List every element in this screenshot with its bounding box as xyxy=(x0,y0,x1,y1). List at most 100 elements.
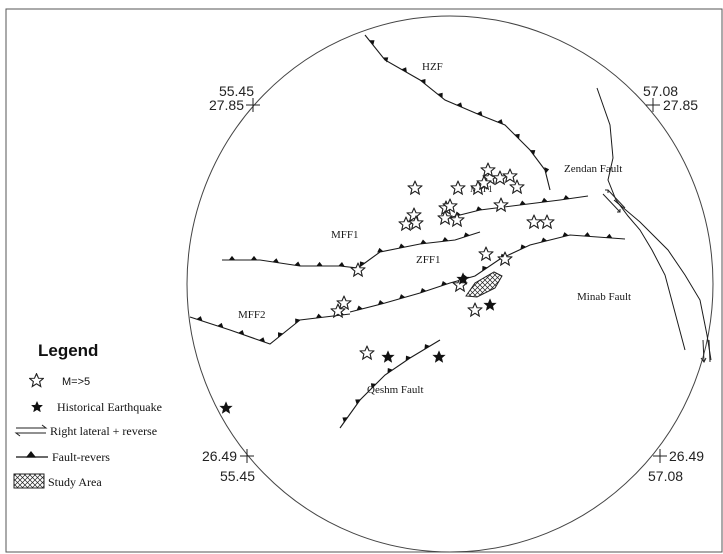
coord-cross-bottom-left xyxy=(240,449,254,463)
fault-tooth xyxy=(544,167,550,174)
coord-top-right-lon: 57.08 xyxy=(643,83,678,99)
coord-top-right-lat: 27.85 xyxy=(663,97,698,113)
fault-tooth xyxy=(530,150,536,156)
fault-tooth xyxy=(196,316,203,322)
fault-tooth xyxy=(456,102,463,108)
earthquake-markers xyxy=(219,162,555,414)
label-mff2: MFF2 xyxy=(238,309,266,321)
fault-tooth xyxy=(250,255,258,260)
label-zff1: ZFF1 xyxy=(416,254,440,266)
fault-tooth xyxy=(338,262,345,267)
fault-tooth xyxy=(370,383,377,389)
right-lateral-arrow-minab xyxy=(700,339,711,363)
legend-open-star-icon xyxy=(29,373,44,388)
fault-tooth xyxy=(359,261,365,267)
earthquake-m5-star xyxy=(450,180,466,195)
map-frame xyxy=(5,8,723,553)
earthquake-m5-star xyxy=(509,179,525,194)
fault-tooth xyxy=(476,111,483,117)
legend-label-right-lateral: Right lateral + reverse xyxy=(50,424,157,438)
coord-bottom-left-lon: 55.45 xyxy=(220,468,255,484)
label-minab-fault: Minab Fault xyxy=(577,291,631,303)
earthquake-m5-star xyxy=(480,162,496,177)
coord-bottom-right-lat: 26.49 xyxy=(669,448,704,464)
fault-tooth xyxy=(387,368,393,374)
fault-tooth xyxy=(420,287,427,293)
earthquake-m5-star xyxy=(406,207,422,222)
fault-tooth xyxy=(295,318,301,324)
coord-cross-top-right xyxy=(646,98,660,112)
fault-tooth xyxy=(405,355,411,361)
earthquake-m5-star xyxy=(407,180,423,195)
fault-tooth xyxy=(437,92,443,99)
fault-zff1 xyxy=(349,234,626,313)
fault-tooth xyxy=(420,239,427,244)
historical-earthquake-star xyxy=(432,350,446,363)
fault-tooth xyxy=(442,236,449,242)
coord-bottom-right-lon: 57.08 xyxy=(648,468,683,484)
fault-tooth xyxy=(238,330,245,336)
earthquake-m5-star xyxy=(478,246,494,261)
fault-tooth xyxy=(315,313,323,319)
earthquake-m5-star xyxy=(502,168,518,183)
legend-hatched-box-icon xyxy=(13,473,45,489)
legend-right-lateral-icon xyxy=(14,424,48,437)
study-circle xyxy=(186,15,714,553)
fault-qeshm xyxy=(339,339,441,429)
earthquake-m5-star xyxy=(539,214,555,229)
label-qeshm-fault: Qeshm Fault xyxy=(367,384,424,396)
fault-tooth xyxy=(272,258,279,263)
fault-tooth xyxy=(342,417,348,423)
fault-tooth xyxy=(519,200,526,206)
fault-tooth xyxy=(562,232,569,237)
legend-label-historical: Historical Earthquake xyxy=(57,400,162,414)
fault-tooth xyxy=(520,244,527,250)
legend-label-fault-revers: Fault-revers xyxy=(52,450,110,464)
fault-tooth xyxy=(377,247,384,253)
fault-tooth xyxy=(294,261,301,267)
study-area-polygon xyxy=(465,271,503,298)
legend-label-study-area: Study Area xyxy=(48,475,102,489)
earthquake-m5-star xyxy=(359,345,375,360)
historical-earthquake-star xyxy=(381,350,395,363)
label-zendan-fault: Zendan Fault xyxy=(564,163,622,175)
fault-tooth xyxy=(316,261,323,266)
fault-tooth xyxy=(401,67,407,73)
fault-tooth xyxy=(399,294,406,299)
earthquake-m5-star xyxy=(492,170,508,185)
fault-hzf xyxy=(364,34,551,191)
historical-earthquake-star xyxy=(219,401,233,414)
label-hzf: HZF xyxy=(422,61,443,73)
legend-fault-reverse-icon xyxy=(16,451,48,458)
fault-tooth xyxy=(441,281,448,286)
fault-tooth xyxy=(541,197,548,203)
earthquake-m5-star xyxy=(467,302,483,317)
faults-layer xyxy=(189,34,626,429)
fault-tooth xyxy=(563,194,570,200)
legend-filled-star-icon xyxy=(31,401,43,413)
fault-tooth xyxy=(584,232,591,237)
fault-mff2 xyxy=(189,313,351,345)
fault-tooth xyxy=(356,305,363,311)
historical-earthquake-star xyxy=(483,298,497,311)
fault-tooth xyxy=(424,344,430,350)
fault-tooth xyxy=(217,322,224,328)
fault-tooth xyxy=(482,265,488,272)
fault-tooth xyxy=(606,233,613,239)
fault-tooth xyxy=(228,255,236,260)
fault-tooth xyxy=(398,243,405,249)
fault-tooth xyxy=(463,232,470,238)
legend-label-magnitude: M=>5 xyxy=(62,376,90,388)
label-mff1: MFF1 xyxy=(331,229,359,241)
fault-tooth xyxy=(259,337,266,343)
coord-bottom-left-lat: 26.49 xyxy=(202,448,237,464)
fault-tooth xyxy=(497,119,504,125)
fault-minab xyxy=(596,87,712,361)
earthquake-m5-star xyxy=(526,214,542,229)
coord-top-left-lat: 27.85 xyxy=(209,97,244,113)
fault-tooth xyxy=(514,133,520,140)
fault-tooth xyxy=(369,40,375,46)
fault-tooth xyxy=(277,332,284,338)
right-lateral-arrow-zendan xyxy=(602,189,626,213)
